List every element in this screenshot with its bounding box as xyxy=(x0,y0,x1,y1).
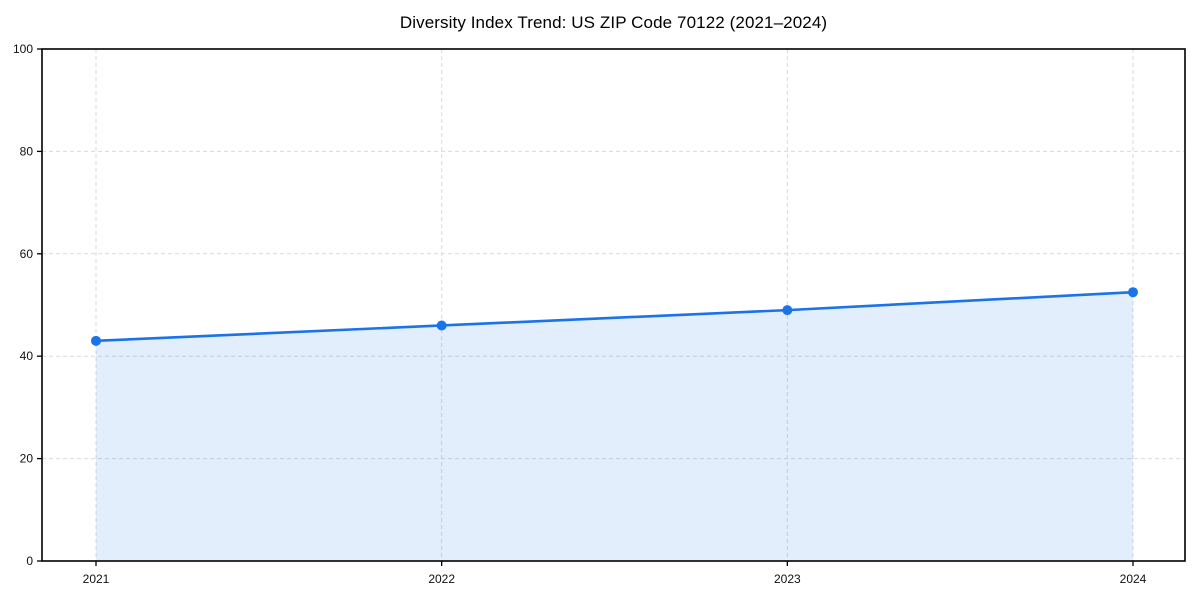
axis-tick-labels: 0 20 40 60 80 100 2021 2022 2023 2024 xyxy=(13,42,1147,586)
data-point-2021 xyxy=(91,335,101,346)
x-axis-tick-label: 2022 xyxy=(428,572,455,586)
data-point-2022 xyxy=(436,320,447,331)
data-point-2023 xyxy=(782,305,793,316)
y-axis-tick-label: 60 xyxy=(20,247,34,261)
data-points xyxy=(91,287,1138,346)
chart-title: Diversity Index Trend: US ZIP Code 70122… xyxy=(399,13,828,32)
axis-ticks xyxy=(37,48,1134,566)
x-axis-tick-label: 2024 xyxy=(1120,572,1147,586)
x-axis-tick-label: 2021 xyxy=(83,572,110,586)
x-axis-tick-label: 2023 xyxy=(774,572,801,586)
y-axis-tick-label: 100 xyxy=(13,42,33,56)
data-point-2024 xyxy=(1128,287,1138,298)
trend-line xyxy=(94,290,1135,343)
y-axis-tick-label: 80 xyxy=(20,144,34,158)
plot-border xyxy=(41,48,1186,562)
y-axis-tick-label: 0 xyxy=(26,554,33,568)
area-fill xyxy=(96,292,1133,561)
y-axis-tick-label: 20 xyxy=(20,452,34,466)
grid-lines xyxy=(42,49,1185,561)
y-axis-tick-label: 40 xyxy=(20,349,34,363)
